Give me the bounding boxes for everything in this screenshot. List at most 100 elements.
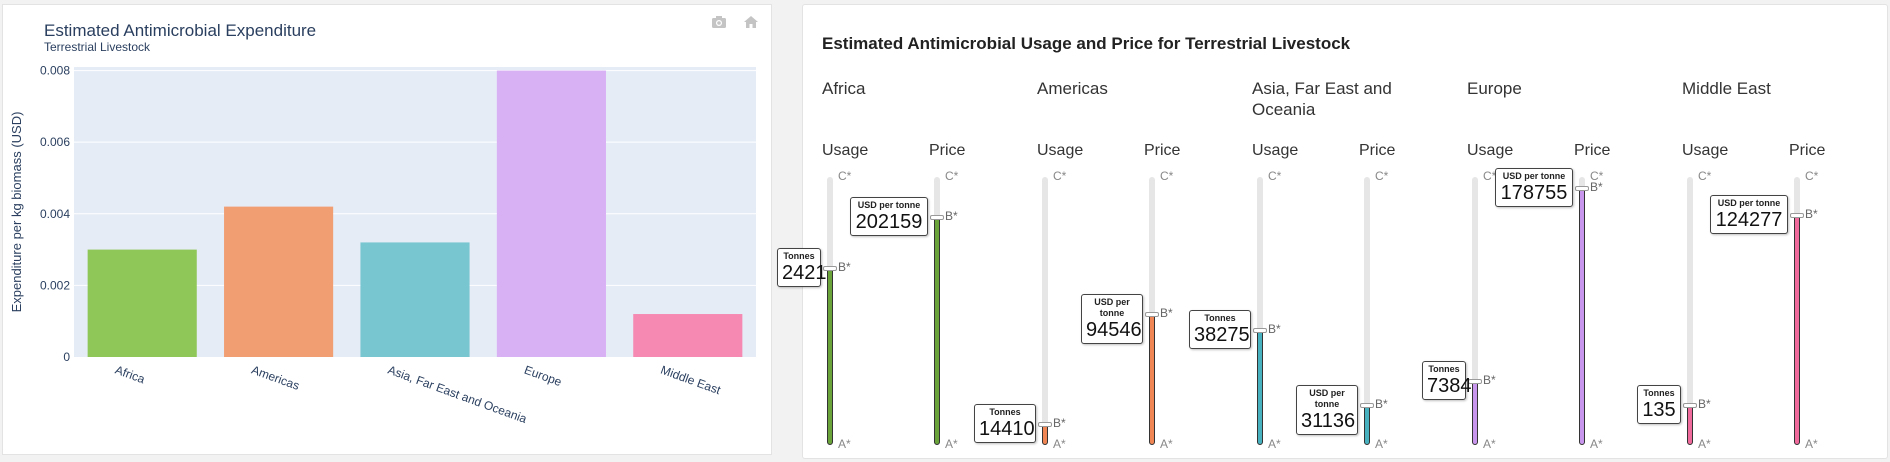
usage-value: 7384 (1427, 374, 1472, 397)
chart-subtitle: Terrestrial Livestock (44, 40, 151, 54)
chart-title: Estimated Antimicrobial Expenditure (44, 21, 317, 40)
price-handle[interactable] (1360, 402, 1374, 408)
usage-handle[interactable] (1253, 327, 1267, 333)
price-handle[interactable] (930, 215, 944, 221)
usage-value: 14410 (979, 417, 1035, 440)
tick-a: A* (1590, 437, 1603, 451)
usage-header: Usage (1037, 142, 1084, 159)
usage-handle[interactable] (1038, 421, 1052, 427)
y-tick-label: 0.008 (40, 64, 70, 78)
bar-chart: 0 0.002 0.004 0.006 0.008 Expenditure per kg … (9, 64, 756, 426)
x-tick-label: Africa (113, 363, 147, 387)
usage-handle[interactable] (1468, 378, 1482, 384)
price-value-callout: USD per tonne 202159 (850, 197, 928, 237)
price-fill (1364, 404, 1370, 445)
tick-c: C* (945, 169, 959, 183)
usage-handle[interactable] (1683, 402, 1697, 408)
price-value-callout: USD per tonne 178755 (1495, 167, 1573, 207)
usage-track (1687, 177, 1693, 445)
tick-a: A* (1053, 437, 1066, 451)
usage-fill (1472, 380, 1478, 445)
price-header: Price (1144, 142, 1181, 159)
usage-value-callout: Tonnes 7384 (1422, 360, 1472, 400)
tick-c: C* (1160, 169, 1174, 183)
tick-c: C* (1590, 169, 1604, 183)
camera-icon[interactable] (711, 15, 727, 32)
tick-b: B* (1805, 206, 1818, 221)
usage-unit-label: Tonnes (989, 406, 1021, 417)
tick-c: C* (838, 169, 852, 183)
price-fill (934, 217, 940, 445)
price-value-callout: USD per tonne 94546 (1081, 293, 1143, 344)
usage-value: 135 (1642, 398, 1676, 421)
usage-header: Usage (1682, 142, 1729, 159)
tick-a: A* (1805, 437, 1818, 451)
usage-value-callout: Tonnes 38275 (1189, 309, 1251, 349)
tick-c: C* (1698, 169, 1712, 183)
usage-unit-label: Tonnes (1428, 363, 1460, 374)
x-tick-label: Middle East (659, 363, 723, 398)
region-name: Europe (1467, 79, 1522, 98)
usage-value: 2421 (782, 262, 827, 285)
x-tick-label: Americas (250, 363, 302, 393)
usage-value: 38275 (1194, 323, 1250, 346)
tick-b: B* (1375, 396, 1388, 411)
region-name: Middle East (1682, 79, 1771, 98)
usage-fill (827, 268, 833, 445)
price-value: 178755 (1500, 181, 1568, 204)
region-name: Africa (822, 79, 866, 98)
usage-track (1042, 177, 1048, 445)
price-track (1149, 177, 1155, 445)
usage-header: Usage (1467, 142, 1514, 159)
price-value: 124277 (1715, 208, 1783, 231)
usage-unit-label: Tonnes (1643, 387, 1675, 398)
price-header: Price (929, 142, 966, 159)
price-handle[interactable] (1790, 212, 1804, 218)
tick-b: B* (838, 260, 851, 275)
tick-a: A* (945, 437, 958, 451)
tick-a: A* (1483, 437, 1496, 451)
price-header: Price (1789, 142, 1826, 159)
x-tick-label: Europe (522, 363, 563, 390)
tick-a: A* (1160, 437, 1173, 451)
x-tick-label: Asia, Far East and Oceania (386, 363, 529, 426)
y-axis-label: Expenditure per kg biomass (USD) (9, 112, 24, 313)
bar-2 (360, 242, 470, 357)
price-track (1364, 177, 1370, 445)
usage-track (1472, 177, 1478, 445)
usage-header: Usage (822, 142, 869, 159)
usage-track (1257, 177, 1263, 445)
price-handle[interactable] (1145, 311, 1159, 317)
usage-handle[interactable] (823, 266, 837, 272)
panel-title: Estimated Antimicrobial Usage and Price … (822, 34, 1351, 53)
tick-b: B* (1483, 372, 1496, 387)
price-unit-label: USD per tonne (857, 200, 921, 211)
price-handle[interactable] (1575, 185, 1589, 191)
price-header: Price (1574, 142, 1611, 159)
price-value-callout: USD per tonne 124277 (1710, 194, 1788, 234)
price-value: 202159 (855, 211, 923, 234)
bar-1 (224, 206, 334, 357)
usage-fill (1257, 329, 1263, 445)
tick-b: B* (1160, 305, 1173, 320)
price-unit-label: USD per tonne (1309, 387, 1345, 409)
region-name: Asia, Far East and Oceania (1252, 79, 1392, 119)
usage-fill (1687, 404, 1693, 445)
tick-a: A* (838, 437, 851, 451)
price-fill (1579, 187, 1585, 445)
y-tick-label: 0.002 (40, 278, 70, 292)
price-header: Price (1359, 142, 1396, 159)
tick-b: B* (1698, 396, 1711, 411)
bar-4 (633, 314, 743, 357)
tick-c: C* (1375, 169, 1389, 183)
price-value: 94546 (1086, 318, 1142, 341)
tick-b: B* (1268, 321, 1281, 336)
usage-value-callout: Tonnes 2421 (777, 248, 827, 288)
price-value: 31136 (1301, 409, 1356, 432)
price-fill (1794, 214, 1800, 445)
tick-b: B* (1053, 415, 1066, 430)
expenditure-chart-panel: Estimated Antimicrobial Expenditure Terr… (2, 4, 772, 455)
price-value-callout: USD per tonne 31136 (1296, 384, 1358, 435)
home-icon[interactable] (743, 15, 759, 32)
price-unit-label: USD per tonne (1094, 296, 1130, 318)
